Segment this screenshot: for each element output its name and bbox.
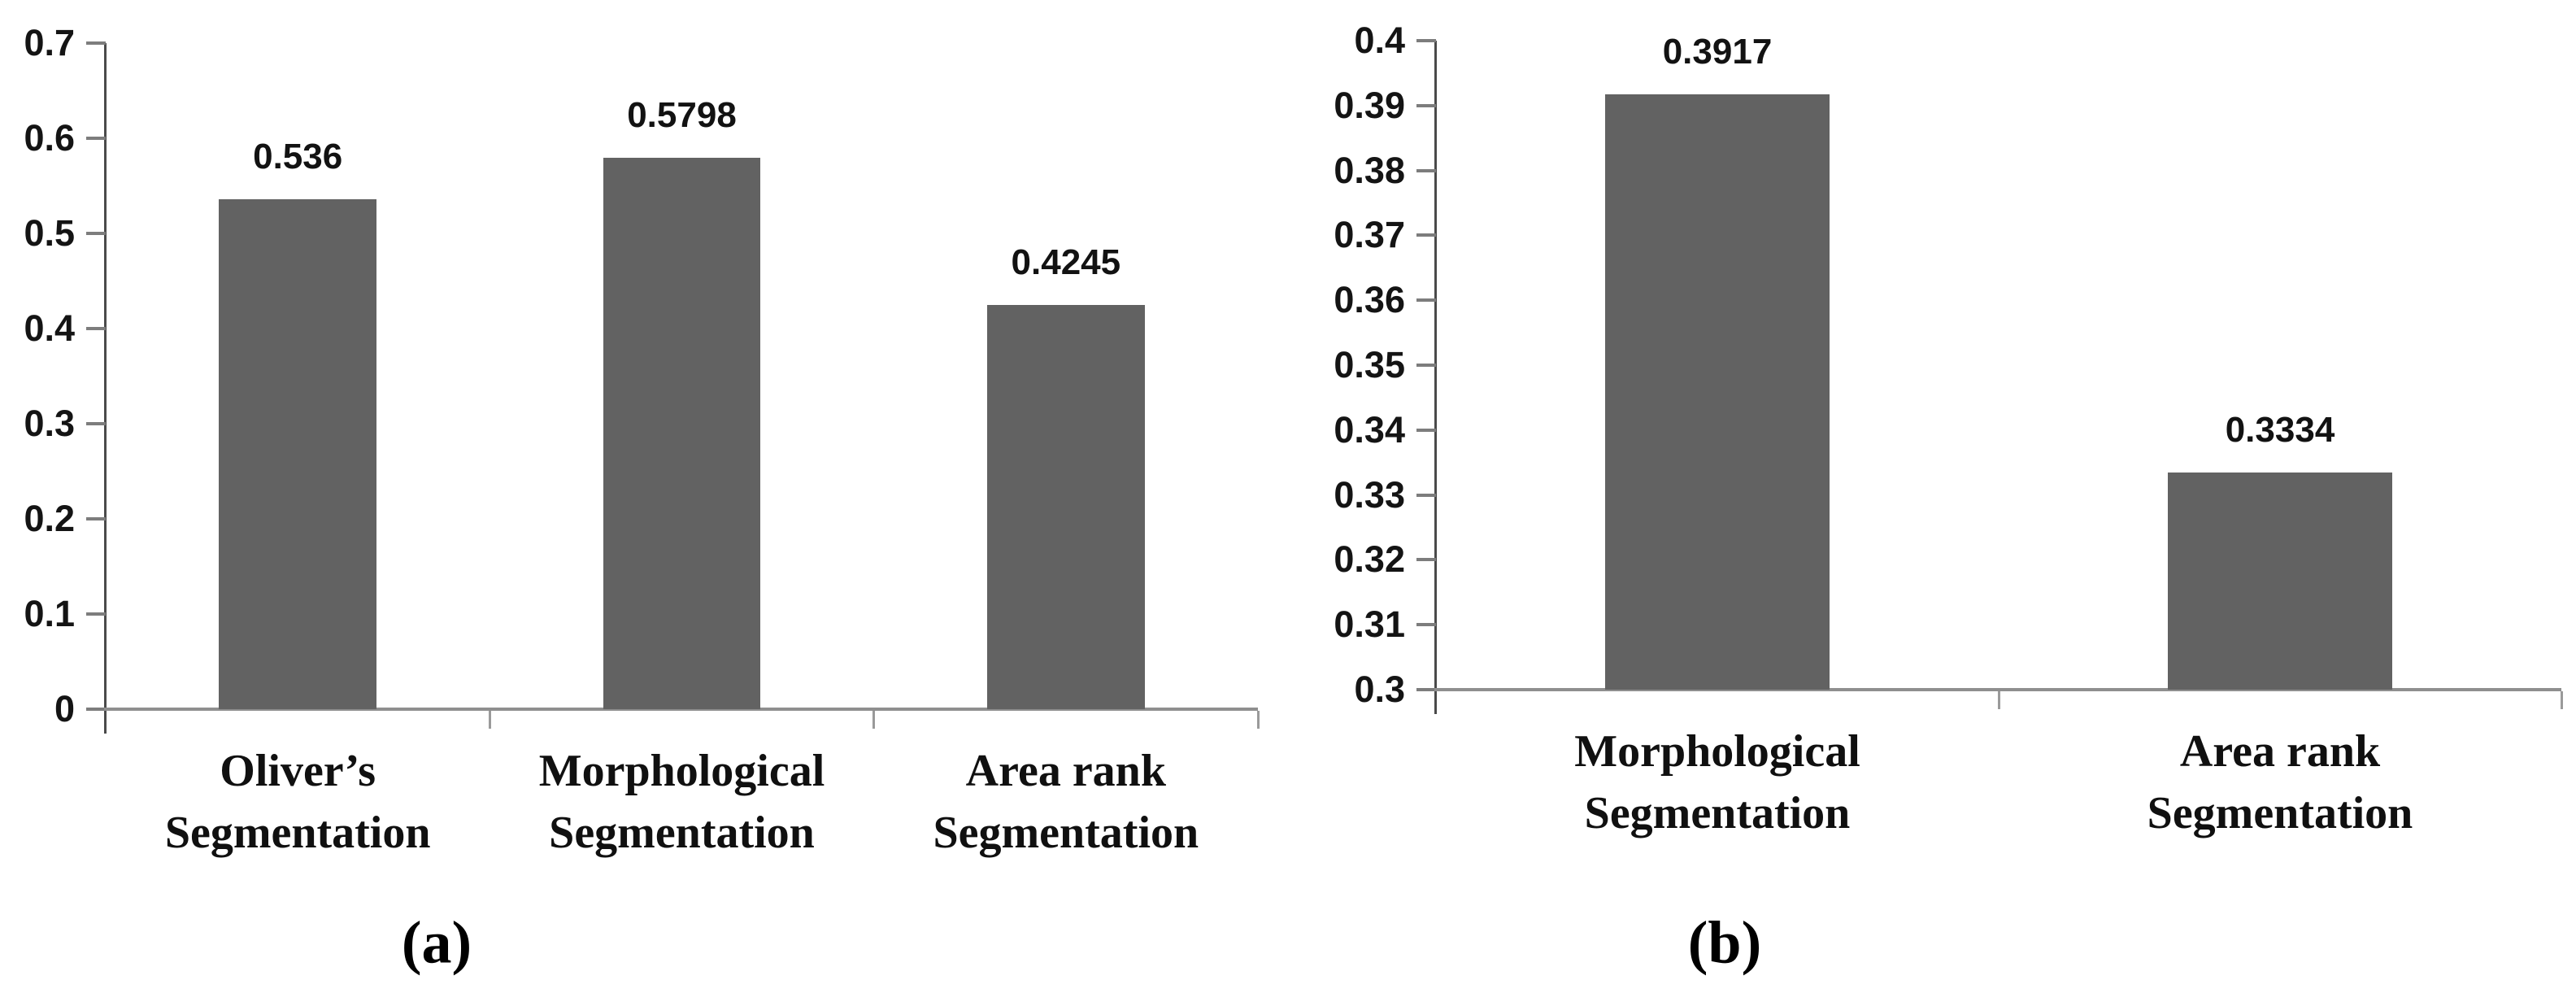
category-label-line: Segmentation (1584, 788, 1851, 838)
bar-area-rank-segmentation (2167, 473, 2393, 690)
category-label-line: Area rank (2179, 726, 2381, 777)
category-label-oliver-s-segmentation: Oliver’s Segmentation (165, 740, 431, 864)
x-tick (1997, 691, 2000, 709)
y-tick (86, 327, 106, 330)
category-label-line: Segmentation (549, 808, 815, 858)
y-tick-label: 0.39 (1334, 84, 1405, 126)
category-label-line: Segmentation (164, 808, 431, 858)
bar-area-rank-segmentation (987, 305, 1145, 709)
category-label-line: Morphological (1574, 726, 1860, 777)
y-tick (1416, 623, 1436, 627)
y-tick (1416, 364, 1436, 367)
bar-value-label: 0.5798 (627, 94, 737, 135)
category-label-line: Morphological (538, 746, 825, 796)
bar-value-label: 0.4245 (1011, 242, 1121, 283)
category-label-line: Segmentation (2147, 788, 2413, 838)
y-tick (86, 422, 106, 425)
category-label-morphological-segmentation: Morphological Segmentation (1574, 721, 1860, 844)
y-tick-label: 0.3 (24, 403, 75, 444)
y-tick-label: 0.37 (1334, 214, 1405, 256)
y-axis-line (1434, 41, 1437, 714)
bar-value-label: 0.3334 (2225, 410, 2335, 451)
y-tick-label: 0.4 (24, 307, 75, 349)
y-tick-label: 0.3 (1354, 669, 1405, 710)
y-tick (1416, 103, 1436, 107)
y-tick-label: 0.5 (24, 212, 75, 254)
y-tick (1416, 493, 1436, 497)
y-tick (1416, 233, 1436, 237)
y-tick (86, 137, 106, 140)
y-tick (86, 517, 106, 520)
y-tick (1416, 298, 1436, 303)
category-label-line: Oliver’s (220, 746, 376, 796)
category-label-line: Area rank (965, 746, 1166, 796)
x-tick (488, 711, 491, 729)
y-tick (86, 708, 106, 711)
y-tick (86, 41, 106, 45)
bar-oliver-s-segmentation (219, 198, 376, 709)
panel-a-caption: (a) (401, 909, 472, 977)
bar-value-label: 0.536 (253, 136, 343, 176)
y-tick-label: 0.4 (1354, 20, 1405, 61)
y-tick (1416, 688, 1436, 691)
x-tick (1256, 711, 1260, 729)
y-tick-label: 0.34 (1334, 408, 1405, 451)
category-label-area-rank-segmentation: Area rank Segmentation (933, 740, 1199, 864)
category-label-area-rank-segmentation: Area rank Segmentation (2147, 721, 2413, 844)
bar-value-label: 0.3917 (1662, 32, 1773, 72)
y-tick (1416, 168, 1436, 172)
y-tick (86, 612, 106, 616)
y-tick-label: 0.38 (1334, 149, 1405, 191)
y-tick-label: 0.32 (1334, 538, 1405, 581)
y-tick (1416, 428, 1436, 432)
x-axis-line (1434, 688, 2561, 691)
y-tick-label: 0.2 (24, 498, 75, 539)
y-tick-label: 0.31 (1334, 603, 1405, 646)
y-tick (1416, 558, 1436, 562)
y-tick-label: 0.36 (1334, 279, 1405, 321)
bar-morphological-segmentation (603, 157, 761, 709)
category-label-morphological-segmentation: Morphological Segmentation (539, 740, 825, 864)
y-tick-label: 0.33 (1334, 473, 1405, 516)
panel-b-caption: (b) (1687, 909, 1762, 977)
y-tick (1416, 39, 1436, 42)
category-label-line: Segmentation (933, 808, 1199, 858)
x-tick (2560, 691, 2563, 709)
y-tick-label: 0.7 (24, 22, 75, 63)
y-tick (86, 232, 106, 235)
y-tick-label: 0.1 (24, 593, 75, 634)
x-tick (872, 711, 876, 729)
x-axis-line (104, 708, 1258, 711)
y-axis-line (104, 43, 107, 734)
bar-morphological-segmentation (1604, 94, 1830, 690)
y-tick-label: 0 (54, 688, 75, 730)
y-tick-label: 0.35 (1334, 344, 1405, 385)
y-tick-label: 0.6 (24, 117, 75, 159)
